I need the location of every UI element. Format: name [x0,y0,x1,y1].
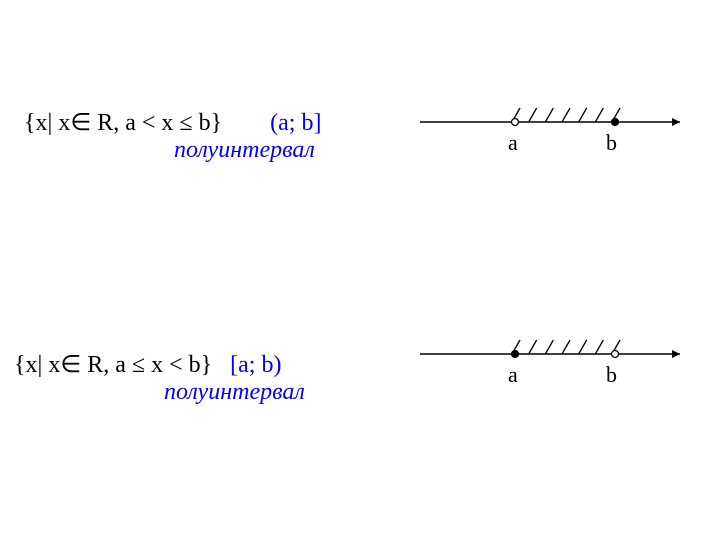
interval-notation-1: [a; b) [230,352,281,378]
interval-name-0: полуинтервал [174,137,315,163]
interval-notation-0: (a; b] [270,110,321,136]
axis-label-a-0: a [508,130,518,156]
endpoint-b-1 [612,351,619,358]
interval-name-1: полуинтервал [164,379,305,405]
axis-label-b-0: b [606,130,617,156]
set-notation-1: {x| x∈ R, a ≤ x < b} [14,352,212,378]
number-line-diagram-1: ab [420,332,700,382]
endpoint-a-0 [512,119,519,126]
number-line-diagram-0: ab [420,100,700,150]
set-notation-0: {x| x∈ R, a < x ≤ b} [24,110,222,136]
endpoint-a-1 [512,351,519,358]
axis-label-b-1: b [606,362,617,388]
endpoint-b-0 [612,119,619,126]
axis-label-a-1: a [508,362,518,388]
